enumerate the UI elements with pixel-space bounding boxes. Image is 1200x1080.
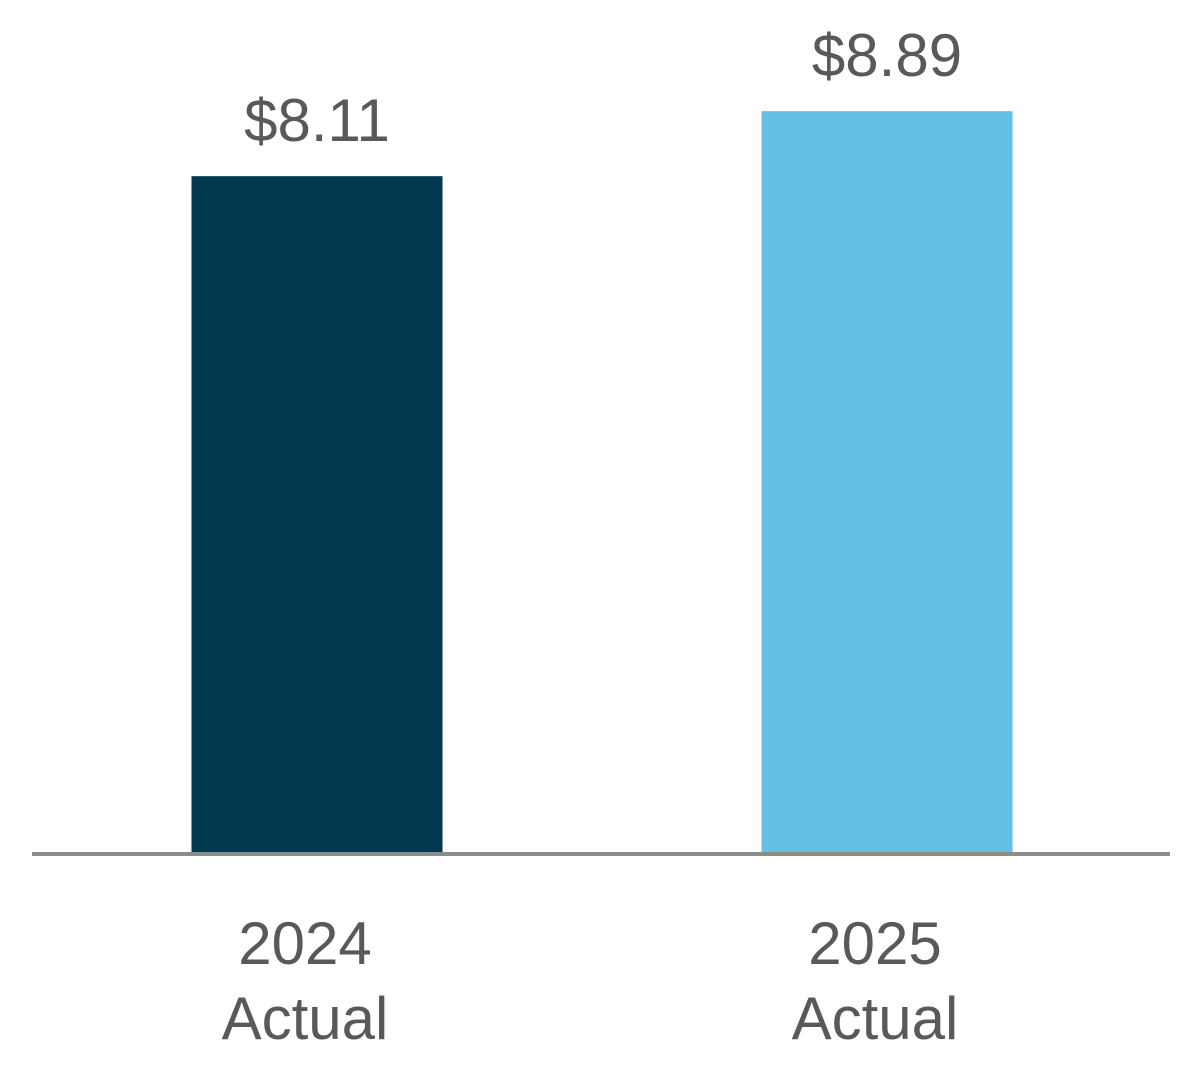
value-label-2024: $8.11 (244, 87, 390, 154)
value-labels-layer: $8.11 $8.89 (244, 22, 962, 154)
bars-layer (191, 111, 1013, 852)
category-label-2024-line-2: Actual (222, 985, 389, 1052)
bar-2025 (761, 111, 1013, 852)
category-label-2024-line-1: 2024 (238, 910, 371, 977)
category-label-2025-line-1: 2025 (808, 910, 941, 977)
value-label-2025: $8.89 (812, 22, 962, 89)
category-labels-layer: 2024 Actual 2025 Actual (222, 910, 959, 1052)
bar-2024 (191, 176, 443, 852)
category-label-2025-line-2: Actual (792, 985, 959, 1052)
